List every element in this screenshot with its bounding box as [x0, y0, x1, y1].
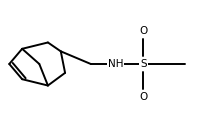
Text: NH: NH	[108, 59, 123, 69]
Text: O: O	[139, 26, 148, 36]
Text: O: O	[139, 92, 148, 102]
Text: S: S	[140, 59, 147, 69]
